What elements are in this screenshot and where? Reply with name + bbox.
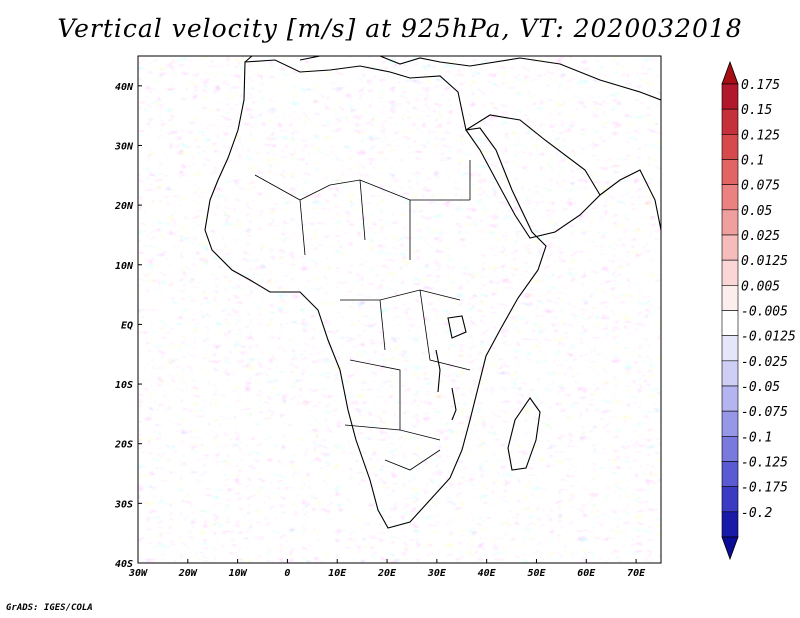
colorbar-segment bbox=[721, 108, 739, 135]
lon-tick-label: 20E bbox=[377, 568, 397, 579]
colorbar-segment bbox=[721, 234, 739, 261]
lon-tick-label: 40E bbox=[478, 568, 497, 579]
colorbar-segment bbox=[721, 461, 739, 487]
colorbar-top-cap bbox=[721, 60, 739, 85]
lon-tick-label: 10E bbox=[328, 568, 347, 579]
colorbar-label: -0.1 bbox=[741, 430, 772, 445]
lat-tick-label: 30N bbox=[114, 141, 134, 152]
arabia-coastline bbox=[465, 114, 601, 239]
colorbar-label: 0.075 bbox=[741, 179, 780, 194]
colorbar-segment bbox=[721, 184, 739, 211]
colorbar-segment bbox=[721, 310, 739, 336]
colorbar-label: -0.05 bbox=[741, 380, 780, 395]
colorbar-label: 0.005 bbox=[741, 279, 780, 294]
colorbar-label: -0.075 bbox=[741, 405, 788, 420]
colorbar: 0.175 0.15 0.125 0.1 0.075 0.05 0.025 0.0125 0.0… bbox=[721, 60, 796, 561]
madagascar-coastline bbox=[507, 397, 541, 471]
velocity-field bbox=[138, 56, 661, 563]
colorbar-label: -0.2 bbox=[741, 506, 772, 521]
lon-tick-label: 10W bbox=[229, 568, 248, 579]
colorbar-segment bbox=[721, 436, 739, 462]
colorbar-bottom-cap bbox=[721, 536, 739, 561]
colorbar-label: 0.1 bbox=[741, 154, 764, 169]
coastlines bbox=[204, 56, 661, 529]
lon-tick-label: 60E bbox=[577, 568, 596, 579]
colorbar-label: 0.125 bbox=[741, 128, 780, 143]
colorbar-segment bbox=[721, 360, 739, 387]
lat-tick-label: 20N bbox=[114, 201, 134, 212]
lat-tick-label: 40N bbox=[115, 82, 134, 93]
colorbar-segment bbox=[721, 410, 739, 437]
colorbar-segment bbox=[721, 486, 739, 513]
colorbar-label: 0.0125 bbox=[741, 254, 788, 269]
colorbar-label: 0.15 bbox=[741, 103, 772, 118]
colorbar-segment bbox=[721, 134, 739, 160]
lake-tanganyika bbox=[435, 349, 441, 393]
lon-tick-label: 30E bbox=[427, 568, 447, 579]
colorbar-segment bbox=[721, 385, 739, 412]
colorbar-segment bbox=[721, 83, 739, 110]
lat-tick-label: 10S bbox=[115, 380, 133, 391]
country-borders bbox=[254, 160, 471, 471]
lon-tick-label: 50E bbox=[527, 568, 546, 579]
lat-tick-label: 20S bbox=[114, 440, 133, 451]
lon-tick-label: 70E bbox=[627, 568, 646, 579]
colorbar-label: 0.175 bbox=[741, 78, 780, 93]
lat-tick-label: 10N bbox=[115, 261, 134, 272]
colorbar-label: -0.025 bbox=[741, 355, 788, 370]
lon-tick-label: 20W bbox=[178, 568, 198, 579]
grads-credit: GrADS: IGES/COLA bbox=[6, 603, 93, 613]
map-frame bbox=[137, 55, 662, 564]
lon-tick-label: 0 bbox=[284, 568, 290, 579]
map-title: Vertical velocity [m/s] at 925hPa, VT: 2… bbox=[57, 14, 743, 43]
africa-coastline bbox=[204, 59, 547, 529]
lat-tick-label: 30S bbox=[114, 499, 133, 510]
lake-malawi bbox=[451, 387, 457, 421]
lake-victoria bbox=[447, 315, 467, 339]
longitude-axis: 30W 20W 10W 0 10E 20E 30E 40E 50E 60E 70E bbox=[128, 559, 646, 579]
latitude-axis: 40N 30N 20N 10N EQ 10S 20S 30S 40S bbox=[114, 82, 142, 570]
india-coastline bbox=[599, 169, 661, 231]
colorbar-segment bbox=[721, 209, 739, 236]
lon-tick-label: 30W bbox=[128, 568, 148, 579]
colorbar-segment bbox=[721, 259, 739, 286]
colorbar-segment bbox=[721, 285, 739, 311]
colorbar-label: -0.125 bbox=[741, 456, 788, 471]
colorbar-segment bbox=[721, 511, 739, 538]
lat-tick-label: 40S bbox=[115, 559, 133, 570]
colorbar-label: -0.0125 bbox=[741, 330, 796, 345]
colorbar-segment bbox=[721, 335, 739, 362]
colorbar-segment bbox=[721, 159, 739, 185]
europe-coastline bbox=[244, 56, 661, 101]
lat-tick-label: EQ bbox=[121, 320, 133, 331]
colorbar-label: 0.05 bbox=[741, 204, 772, 219]
colorbar-label: -0.005 bbox=[741, 305, 788, 320]
colorbar-label: 0.025 bbox=[741, 229, 780, 244]
colorbar-label: -0.175 bbox=[741, 481, 788, 496]
